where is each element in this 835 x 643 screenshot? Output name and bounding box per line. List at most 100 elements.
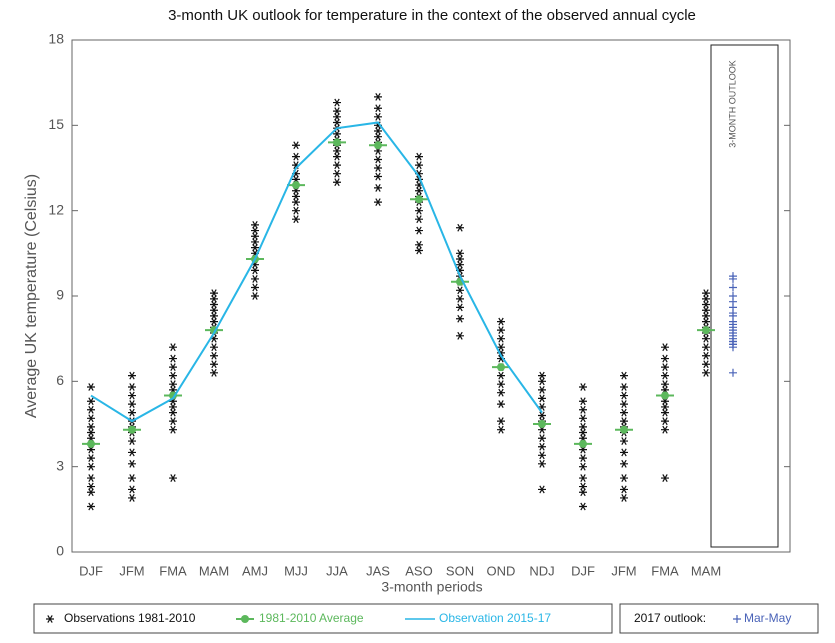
y-tick-label: 18	[48, 31, 64, 47]
observation-point	[169, 474, 177, 482]
observation-point	[169, 343, 177, 352]
observation-point	[415, 246, 423, 255]
average-point	[415, 195, 423, 204]
x-tick-label: FMA	[651, 563, 679, 578]
observation-point	[702, 300, 710, 309]
average-point	[128, 425, 136, 434]
observation-point	[497, 343, 505, 352]
observation-point	[374, 132, 382, 141]
observation-point	[497, 425, 505, 434]
x-tick-label: MAM	[691, 563, 721, 578]
observation-point	[415, 161, 423, 170]
observation-point	[87, 422, 95, 431]
observation-point	[169, 425, 177, 434]
observation-point	[128, 371, 136, 380]
plot-frame	[71, 39, 791, 553]
observation-point	[374, 164, 382, 172]
observation-point	[538, 459, 546, 468]
average-point	[702, 326, 710, 335]
observation-point	[333, 118, 341, 127]
legend-label: Observation 2015-17	[439, 611, 551, 625]
observation-point	[702, 368, 710, 377]
observation-point	[210, 368, 218, 377]
observation-point	[374, 183, 382, 192]
observation-point	[415, 226, 423, 235]
observation-point	[374, 198, 382, 207]
x-tick-label: MAM	[199, 563, 229, 578]
observation-point	[661, 363, 669, 372]
observation-point	[87, 454, 95, 463]
observation-point	[456, 331, 464, 340]
observation-point	[497, 326, 505, 335]
x-tick-label: FMA	[159, 563, 187, 578]
observation-point	[661, 403, 669, 411]
observation-point	[497, 417, 505, 426]
observation-point	[538, 385, 546, 394]
observation-point	[87, 428, 95, 437]
observation-point	[292, 215, 300, 224]
observation-point	[210, 360, 218, 369]
observation-point	[333, 107, 341, 116]
observation-point	[210, 343, 218, 352]
observation-point	[702, 334, 710, 343]
observation-point	[538, 411, 546, 420]
observation-point	[497, 400, 505, 409]
observation-point	[579, 428, 587, 437]
observation-point	[456, 294, 464, 303]
observation-point	[661, 474, 669, 482]
observation-point	[128, 391, 136, 400]
outlook-point	[729, 272, 737, 281]
observation-point	[702, 351, 710, 360]
average-point	[661, 391, 669, 400]
observation-point	[333, 169, 341, 178]
observation-point	[620, 474, 628, 482]
observation-point	[251, 283, 259, 292]
observation-point	[169, 403, 177, 411]
observation-point	[702, 317, 710, 326]
observation-point	[620, 448, 628, 457]
observation-point	[620, 391, 628, 400]
observation-point	[620, 408, 628, 417]
observation-point	[333, 178, 341, 187]
legend-label: Mar-May	[744, 611, 791, 625]
observation-point	[579, 454, 587, 463]
observation-point	[128, 474, 136, 482]
average-point	[87, 439, 95, 448]
x-tick-label: SON	[446, 563, 474, 578]
observation-point	[579, 422, 587, 431]
observation-point	[210, 311, 218, 320]
observation-point	[579, 482, 587, 491]
observation-point	[661, 343, 669, 352]
x-tick-label: DJF	[571, 563, 595, 578]
observation-point	[169, 363, 177, 372]
observation-point	[620, 383, 628, 391]
observation-point	[374, 104, 382, 113]
observation-point	[661, 371, 669, 380]
average-point	[497, 363, 505, 372]
observation-point	[87, 462, 95, 471]
y-tick-label: 6	[56, 372, 64, 388]
observation-point	[333, 112, 341, 121]
observation-point	[128, 400, 136, 409]
legend-label: Observations 1981-2010	[64, 611, 196, 625]
y-tick-label: 15	[48, 116, 64, 132]
observation-point	[169, 417, 177, 426]
observation-point	[702, 360, 710, 369]
observation-point	[210, 317, 218, 326]
observation-point	[620, 459, 628, 468]
y-tick-label: 3	[56, 457, 64, 473]
observation-point	[579, 474, 587, 482]
observation-point	[87, 482, 95, 491]
observation-point	[333, 152, 341, 161]
x-tick-label: NDJ	[529, 563, 554, 578]
observation-point	[415, 240, 423, 249]
observation-point	[87, 414, 95, 423]
outlook-point	[729, 368, 737, 377]
observation-point	[251, 243, 259, 252]
observation-point	[333, 147, 341, 155]
observation-point	[538, 485, 546, 494]
observation-point	[128, 485, 136, 494]
outlook-point	[729, 292, 737, 300]
observation-point	[415, 152, 423, 161]
outlook-legend-title: 2017 outlook:	[634, 611, 706, 625]
